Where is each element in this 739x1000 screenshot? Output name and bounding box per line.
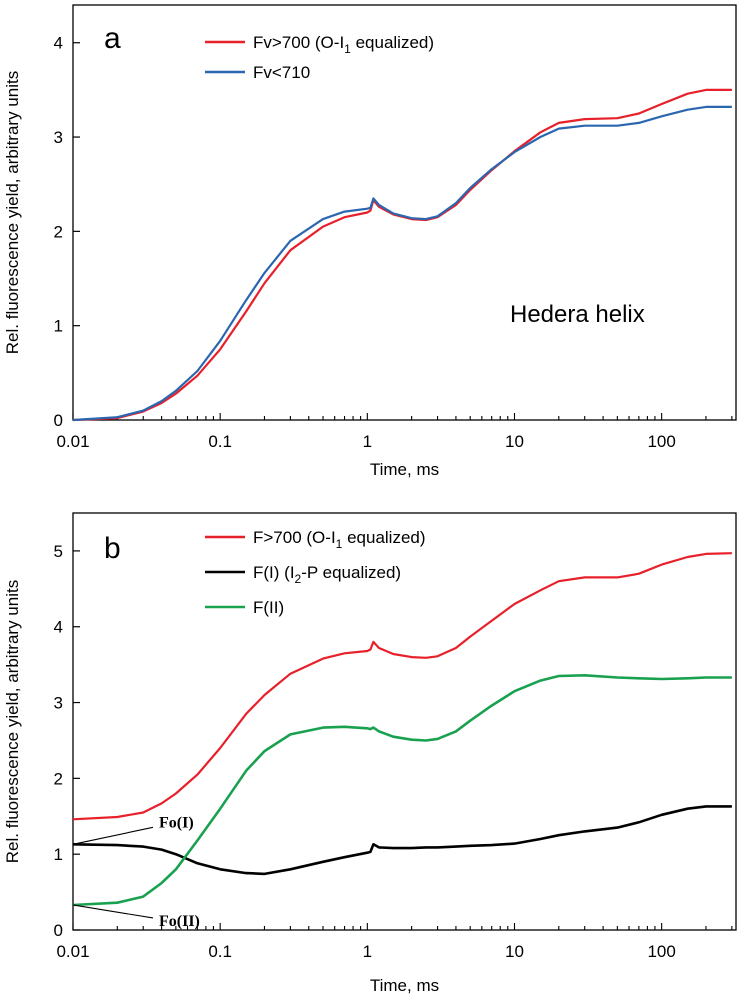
x-axis-label: Time, ms [370,976,439,995]
y-tick-label: 1 [54,317,63,336]
legend-label: F>700 (O-I1 equalized) [253,528,426,551]
y-tick-label: 3 [54,128,63,147]
species-annotation: Hedera helix [510,301,645,328]
x-tick-label: 100 [647,432,675,451]
series-line [72,552,732,821]
panel-b: 0 1 2 3 4 5 0.01 0.1 1 10 100 Time, ms Rel. fluoresc… [3,512,737,995]
plot-frame [72,4,737,421]
panel-a: 0 1 2 3 4 0.01 0.1 1 10 100 Time, ms Rel. fluoresce… [3,4,737,479]
legend-subscript: 1 [336,537,343,551]
series-line [72,88,732,422]
legend-text: Fv>700 (O-I [253,33,344,52]
legend-subscript: 1 [344,42,351,56]
y-axis-label: Rel. fluorescence yield, arbitrary units [3,580,22,863]
series-line [72,105,732,422]
legend-text: F(I) (I [253,563,295,582]
y-tick-label: 4 [54,618,63,637]
y-tick-label: 1 [54,845,63,864]
x-axis-label: Time, ms [370,460,439,479]
legend-text: equalized) [351,33,434,52]
annotation-pointer [72,904,154,919]
y-tick-label: 2 [54,222,63,241]
x-tick-label: 1 [363,942,372,961]
y-tick-label: 0 [54,411,63,430]
x-tick-label: 0.1 [208,942,232,961]
annotation-label: Fo(II) [159,913,200,930]
x-tick-label: 10 [505,942,524,961]
legend-label: F(I) (I2-P equalized) [253,563,401,586]
legend-label: Fv>700 (O-I1 equalized) [253,33,434,56]
y-axis-label: Rel. fluorescence yield, arbitrary units [3,71,22,354]
legend-text: -P equalized) [301,563,401,582]
legend-label: Fv<710 [253,63,310,82]
x-tick-label: 10 [505,432,524,451]
y-tick-label: 3 [54,694,63,713]
y-tick-label: 0 [54,921,63,940]
x-tick-label: 1 [363,432,372,451]
panel-label: a [104,22,121,55]
panel-label: b [104,532,121,565]
x-tick-label: 0.01 [56,942,89,961]
legend-subscript: 2 [295,572,302,586]
x-tick-label: 100 [647,942,675,961]
series-line [72,674,732,907]
y-tick-label: 2 [54,769,63,788]
plot-frame [72,512,737,931]
legend-text: F>700 (O-I [253,528,336,547]
y-tick-label: 5 [54,542,63,561]
annotation-pointer [72,826,154,845]
x-tick-label: 0.01 [56,432,89,451]
x-tick-label: 0.1 [208,432,232,451]
legend-label: F(II) [253,598,284,617]
series-line [72,805,732,876]
annotation-label: Fo(I) [159,814,194,831]
legend-text: equalized) [342,528,425,547]
y-tick-label: 4 [54,34,63,53]
